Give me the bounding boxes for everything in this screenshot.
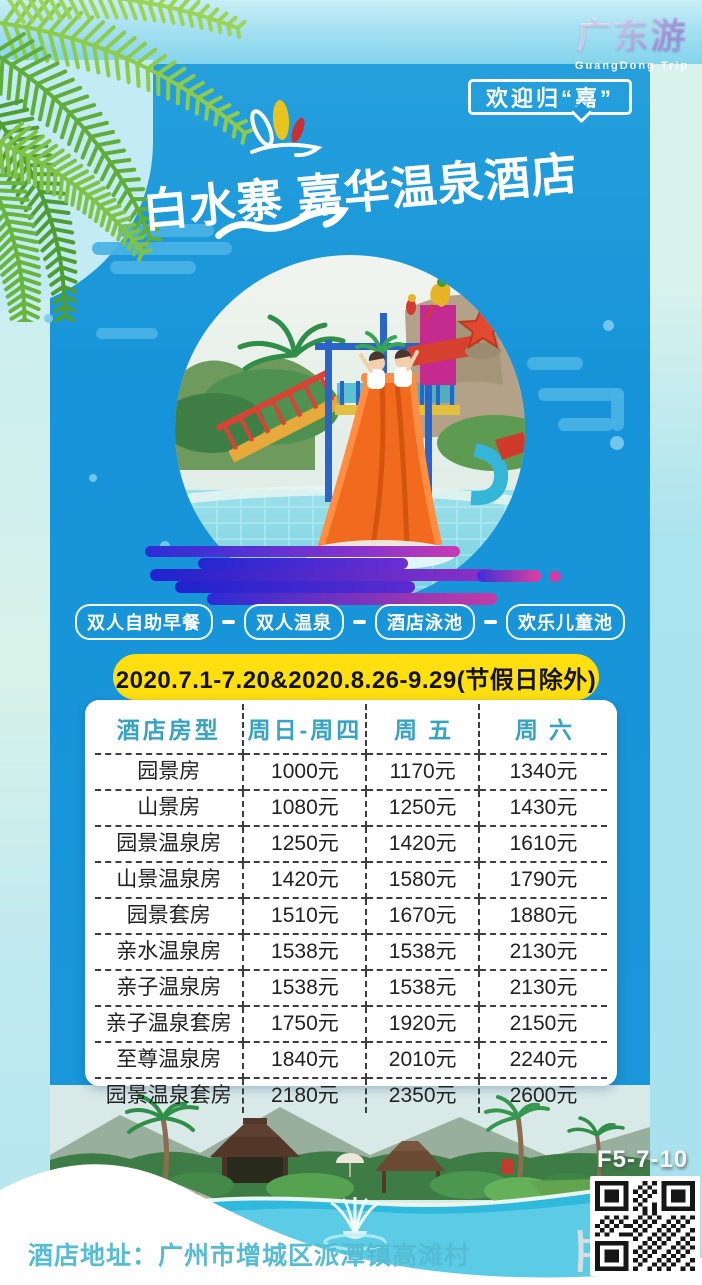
table-cell: 1000元 [243, 754, 368, 791]
qr-code [590, 1176, 700, 1276]
table-row: 亲水温泉房 1538元 1538元 2130元 [95, 934, 607, 971]
table-cell: 山景温泉房 [95, 862, 245, 899]
table-cell: 至尊温泉房 [95, 1042, 245, 1079]
table-cell: 1920元 [366, 1006, 480, 1043]
table-row: 山景温泉房 1420元 1580元 1790元 [95, 862, 607, 899]
sprout-icon [250, 100, 323, 158]
table-cell: 2150元 [478, 1006, 607, 1043]
feature-separator [353, 620, 366, 624]
table-header-cell: 周日-周四 [243, 704, 368, 755]
table-cell: 2130元 [478, 970, 607, 1007]
table-row: 亲子温泉套房 1750元 1920元 2150元 [95, 1006, 607, 1043]
feature-separator [222, 620, 235, 624]
dot-decoration [610, 436, 624, 450]
table-cell: 1580元 [366, 862, 480, 899]
table-cell: 1670元 [366, 898, 480, 935]
table-cell: 1880元 [478, 898, 607, 935]
table-cell: 1250元 [243, 826, 368, 863]
table-cell: 2180元 [243, 1078, 368, 1113]
table-cell: 1420元 [243, 862, 368, 899]
table-cell: 亲子温泉套房 [95, 1006, 245, 1043]
table-cell: 园景温泉套房 [95, 1078, 245, 1113]
table-cell: 1420元 [366, 826, 480, 863]
table-cell: 1430元 [478, 790, 607, 827]
hotel-address: 酒店地址：广州市增城区派潭镇高滩村 [28, 1242, 471, 1270]
feature-separator [484, 620, 497, 624]
brand-logo: 广东游 GuangDong Trip [566, 8, 698, 72]
validity-banner: 2020.7.1-7.20&2020.8.26-9.29(节假日除外) [113, 654, 599, 700]
welcome-badge: 欢迎归“嘉” [468, 79, 632, 115]
table-cell: 2010元 [366, 1042, 480, 1079]
table-cell: 1538元 [243, 970, 368, 1007]
palm-leaves [0, 0, 256, 322]
table-cell: 2240元 [478, 1042, 607, 1079]
table-cell: 1170元 [366, 754, 480, 791]
table-row: 亲子温泉房 1538元 1538元 2130元 [95, 970, 607, 1007]
table-cell: 1080元 [243, 790, 368, 827]
feature-pill: 酒店泳池 [375, 604, 475, 640]
footer-wave [0, 1164, 702, 1285]
feature-pill: 双人自助早餐 [75, 604, 213, 640]
price-table: 酒店房型 周日-周四 周五 周六 园景房 1000元 1170元 1340元 山景房 1080元… [95, 704, 607, 1113]
right-side-strip [650, 0, 702, 1285]
table-cell: 亲子温泉房 [95, 970, 245, 1007]
table-cell: 园景套房 [95, 898, 245, 935]
table-cell: 1538元 [366, 970, 480, 1007]
room-code: F5-7-10 [597, 1146, 689, 1173]
price-table-body: 园景房 1000元 1170元 1340元 山景房 1080元 1250元 1430元 园景温泉… [95, 754, 607, 1113]
table-cell: 1538元 [366, 934, 480, 971]
table-row: 山景房 1080元 1250元 1430元 [95, 790, 607, 827]
table-cell: 1340元 [478, 754, 607, 791]
dot-decoration [44, 314, 53, 323]
table-cell: 1840元 [243, 1042, 368, 1079]
title-underline-swoosh [215, 206, 350, 240]
table-cell: 1610元 [478, 826, 607, 863]
table-row: 园景温泉套房 2180元 2350元 2600元 [95, 1078, 607, 1113]
table-cell: 1510元 [243, 898, 368, 935]
table-row: 园景套房 1510元 1670元 1880元 [95, 898, 607, 935]
table-cell: 2350元 [366, 1078, 480, 1113]
table-row: 园景房 1000元 1170元 1340元 [95, 754, 607, 791]
table-header-cell: 周六 [478, 704, 607, 755]
table-row: 园景温泉房 1250元 1420元 1610元 [95, 826, 607, 863]
feature-pills: 双人自助早餐 双人温泉 酒店泳池 欢乐儿童池 [50, 604, 650, 640]
feature-pill: 双人温泉 [244, 604, 344, 640]
table-row: 至尊温泉房 1840元 2010元 2240元 [95, 1042, 607, 1079]
table-header-cell: 酒店房型 [95, 704, 245, 755]
table-cell: 亲水温泉房 [95, 934, 245, 971]
dot-decoration [603, 320, 614, 331]
table-cell: 2130元 [478, 934, 607, 971]
brand-logo-en: GuangDong Trip [574, 60, 690, 72]
table-cell: 1250元 [366, 790, 480, 827]
price-table-card: 酒店房型 周日-周四 周五 周六 园景房 1000元 1170元 1340元 山景房 1080元… [85, 700, 617, 1113]
table-cell: 山景房 [95, 790, 245, 827]
dot-decoration [89, 474, 97, 482]
table-cell: 1750元 [243, 1006, 368, 1043]
table-cell: 1790元 [478, 862, 607, 899]
feature-pill: 欢乐儿童池 [506, 604, 625, 640]
table-cell: 园景房 [95, 754, 245, 791]
table-cell: 园景温泉房 [95, 826, 245, 863]
price-table-header-row: 酒店房型 周日-周四 周五 周六 [95, 704, 607, 755]
brand-logo-cn: 广东游 [566, 8, 698, 59]
table-header-cell: 周五 [366, 704, 480, 755]
table-cell: 2600元 [509, 1084, 578, 1107]
table-cell: 1538元 [243, 934, 368, 971]
